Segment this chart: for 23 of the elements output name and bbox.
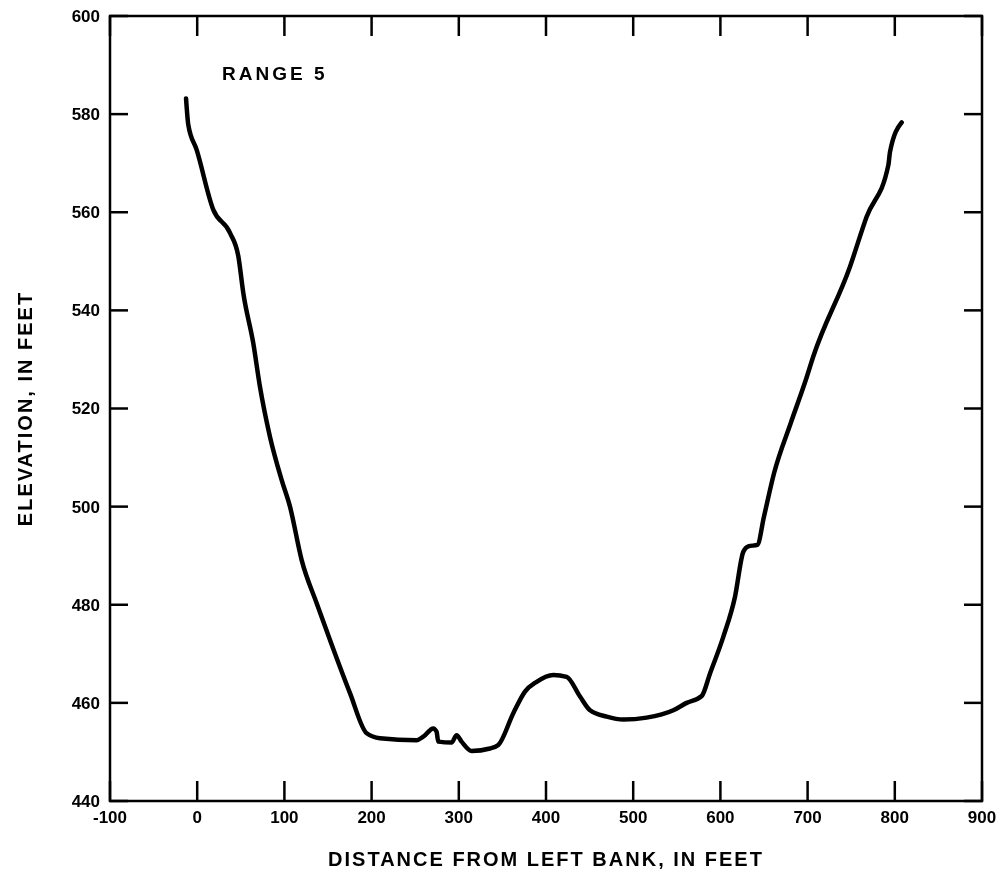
x-tick-label: -100 bbox=[92, 808, 128, 827]
y-tick-label: 460 bbox=[71, 693, 100, 713]
y-tick-label: 560 bbox=[71, 203, 100, 223]
x-tick-label: 800 bbox=[880, 808, 909, 827]
y-tick-label: 520 bbox=[71, 399, 100, 419]
y-tick-label: 500 bbox=[71, 497, 100, 517]
x-tick-label: 300 bbox=[444, 808, 473, 827]
x-axis-title: DISTANCE FROM LEFT BANK, IN FEET bbox=[328, 848, 764, 870]
x-tick-label: 700 bbox=[793, 808, 822, 827]
x-tick-label: 900 bbox=[967, 808, 997, 827]
x-tick-label: 600 bbox=[706, 808, 735, 827]
y-tick-label: 440 bbox=[71, 791, 100, 811]
y-tick-label: 540 bbox=[71, 301, 100, 321]
x-tick-label: 100 bbox=[270, 808, 299, 827]
x-tick-label: 0 bbox=[192, 808, 202, 827]
x-tick-label: 200 bbox=[357, 808, 386, 827]
y-tick-label: 600 bbox=[71, 6, 100, 26]
x-tick-label: 500 bbox=[619, 808, 648, 827]
y-tick-label: 580 bbox=[71, 105, 100, 125]
annotation: RANGE 5 bbox=[222, 63, 328, 84]
y-axis-title: ELEVATION, IN FEET bbox=[14, 290, 36, 527]
y-tick-label: 480 bbox=[71, 595, 100, 615]
x-tick-label: 400 bbox=[531, 808, 561, 827]
